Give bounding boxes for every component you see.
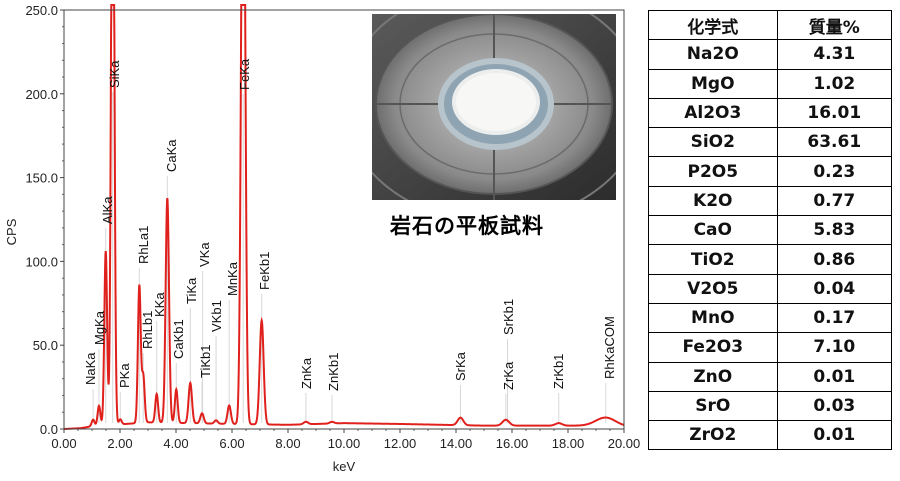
table-body: Na2O 4.31 MgO 1.02 Al2O3 16.01 SiO2 63.61 P2O5 0.… (648, 39, 893, 451)
composition-table: 化学式 質量% Na2O 4.31 MgO 1.02 Al2O3 16.01 SiO2 63.… (648, 9, 893, 451)
table-row: P2O5 0.23 (648, 156, 893, 187)
peak-label: MnKa (225, 261, 240, 296)
peak-label: RhLb1 (140, 311, 155, 349)
peak-label: RhLa1 (136, 226, 151, 264)
mass-percent-cell: 16.01 (776, 97, 893, 129)
table-row: MgO 1.02 (648, 68, 893, 99)
sample-holder-image (372, 14, 616, 200)
table-row: TiO2 0.86 (648, 244, 893, 275)
formula-cell: ZnO (648, 361, 778, 392)
peak-label: TiKb1 (198, 345, 213, 378)
peak-label: ZnKb1 (326, 353, 341, 391)
y-tick-label: 200.0 (25, 87, 58, 102)
peak-label: SiKa (107, 60, 122, 88)
mass-percent-cell: 5.83 (776, 215, 893, 246)
mass-percent-cell: 0.23 (776, 156, 893, 187)
header-formula: 化学式 (648, 9, 778, 41)
formula-cell: MnO (648, 302, 778, 334)
peak-label: MgKa (92, 310, 107, 345)
mass-percent-cell: 1.02 (776, 68, 893, 99)
mass-percent-cell: 0.03 (776, 390, 893, 422)
mass-percent-cell: 0.01 (776, 420, 893, 451)
table-row: Fe2O3 7.10 (648, 332, 893, 363)
peak-label: KKa (152, 292, 167, 317)
y-tick-label: 100.0 (25, 254, 58, 269)
x-tick-label: 20.00 (608, 436, 640, 451)
x-axis-ticks: 0.00 2.00 4.00 6.00 8.00 10.00 12.00 14.00 16.00… (51, 429, 640, 451)
y-tick-label: 0.0 (40, 422, 58, 437)
x-tick-label: 8.00 (275, 436, 300, 451)
peak-label: SrKa (453, 351, 468, 381)
peak-label: SrKb1 (501, 299, 516, 335)
peak-label: FeKb1 (257, 252, 272, 290)
mass-percent-cell: 0.04 (776, 273, 893, 304)
x-tick-label: 14.00 (440, 436, 473, 451)
formula-cell: P2O5 (648, 156, 778, 187)
rock-sample-photo (372, 14, 616, 200)
x-axis-title: keV (333, 459, 356, 474)
mass-percent-cell: 63.61 (776, 127, 893, 158)
x-tick-label: 6.00 (219, 436, 244, 451)
formula-cell: Na2O (648, 39, 778, 70)
x-tick-label: 12.00 (384, 436, 417, 451)
sample-caption: 岩石の平板試料 (390, 214, 544, 238)
formula-cell: CaO (648, 215, 778, 246)
plot-frame (63, 9, 625, 430)
x-tick-label: 10.00 (328, 436, 361, 451)
formula-cell: Al2O3 (648, 97, 778, 129)
y-axis-ticks: 0.0 50.0 100.0 150.0 200.0 250.0 (25, 3, 64, 437)
table-row: CaO 5.83 (648, 215, 893, 246)
x-tick-label: 4.00 (163, 436, 188, 451)
peak-label: FeKa (237, 58, 252, 90)
table-header-row: 化学式 質量% (648, 9, 893, 41)
peak-label: ZnKa (299, 357, 314, 389)
peak-label: CaKb1 (171, 319, 186, 359)
formula-cell: SrO (648, 390, 778, 422)
formula-cell: ZrO2 (648, 420, 778, 451)
peak-label: ZrKb1 (551, 354, 566, 389)
formula-cell: V2O5 (648, 273, 778, 304)
y-tick-label: 50.0 (33, 338, 58, 353)
table-row: Al2O3 16.01 (648, 97, 893, 129)
peak-label: TiKa (184, 277, 199, 304)
mass-percent-cell: 0.17 (776, 302, 893, 334)
formula-cell: K2O (648, 185, 778, 217)
xrf-spectrum-chart: 0.0 50.0 100.0 150.0 200.0 250.0 0.00 2.00 4.00… (4, 3, 640, 474)
y-axis-title: CPS (4, 218, 19, 245)
table-row: ZrO2 0.01 (648, 420, 893, 451)
peak-label: VKa (197, 242, 212, 267)
x-tick-label: 18.00 (552, 436, 585, 451)
header-mass-percent: 質量% (776, 9, 893, 41)
formula-cell: TiO2 (648, 244, 778, 275)
peak-label: ZrKa (501, 361, 516, 390)
table-row: SiO2 63.61 (648, 127, 893, 158)
mass-percent-cell: 7.10 (776, 332, 893, 363)
peak-label: PKa (117, 363, 132, 388)
peak-label: AlKa (100, 196, 115, 224)
peak-label: CaKa (164, 139, 179, 172)
table-row: K2O 0.77 (648, 185, 893, 217)
formula-cell: MgO (648, 68, 778, 99)
mass-percent-cell: 0.86 (776, 244, 893, 275)
peak-label: VKb1 (209, 300, 224, 332)
x-tick-label: 16.00 (496, 436, 529, 451)
spectrum-line (63, 4, 625, 430)
table-row: Na2O 4.31 (648, 39, 893, 70)
peak-label: RhKaCOM (602, 316, 617, 379)
table-row: MnO 0.17 (648, 302, 893, 334)
table-row: ZnO 0.01 (648, 361, 893, 392)
peak-label: NaKa (83, 352, 98, 385)
mass-percent-cell: 4.31 (776, 39, 893, 70)
table-row: V2O5 0.04 (648, 273, 893, 304)
formula-cell: SiO2 (648, 127, 778, 158)
y-tick-label: 250.0 (25, 3, 58, 18)
y-tick-label: 150.0 (25, 171, 58, 186)
mass-percent-cell: 0.77 (776, 185, 893, 217)
x-tick-label: 0.00 (51, 436, 76, 451)
formula-cell: Fe2O3 (648, 332, 778, 363)
mass-percent-cell: 0.01 (776, 361, 893, 392)
x-tick-label: 2.00 (107, 436, 132, 451)
table-row: SrO 0.03 (648, 390, 893, 422)
